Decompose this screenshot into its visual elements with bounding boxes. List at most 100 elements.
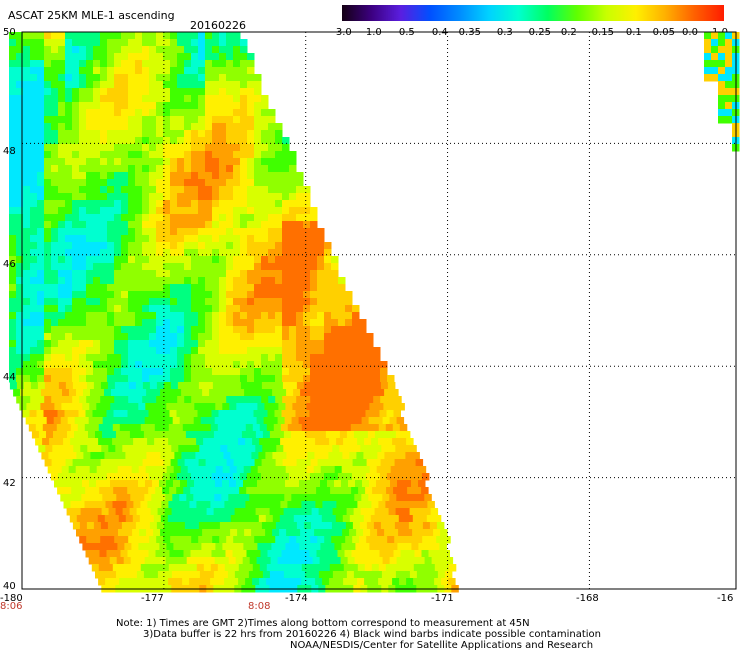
swath-cell <box>135 32 143 40</box>
swath-cell <box>305 494 313 502</box>
swath-cell <box>114 305 122 313</box>
swath-cell <box>219 39 227 47</box>
swath-cell <box>366 333 374 341</box>
swath-cell <box>233 116 241 124</box>
swath-cell <box>247 193 255 201</box>
swath-cell <box>371 424 380 432</box>
swath-cell <box>23 249 31 257</box>
swath-cell <box>366 368 374 376</box>
swath-cell <box>282 382 291 390</box>
swath-cell <box>79 319 87 327</box>
swath-cell <box>704 39 712 47</box>
swath-cell <box>261 144 269 152</box>
swath-cell <box>86 291 94 299</box>
swath-cell <box>79 536 87 544</box>
swath-cell <box>338 354 346 362</box>
swath-cell <box>100 165 108 173</box>
swath-cell <box>212 109 220 117</box>
swath-cell <box>187 480 195 488</box>
swath-cell <box>120 473 129 481</box>
swath-cell <box>128 522 137 530</box>
swath-cell <box>79 235 87 243</box>
swath-cell <box>240 116 248 124</box>
swath-cell <box>357 578 365 586</box>
swath-cell <box>191 459 200 467</box>
swath-cell <box>344 487 352 495</box>
swath-cell <box>9 193 17 201</box>
swath-cell <box>296 291 304 299</box>
swath-cell <box>331 522 340 530</box>
swath-cell <box>292 480 300 488</box>
swath-cell <box>149 382 158 390</box>
swath-cell <box>303 249 311 257</box>
swath-cell <box>325 445 333 453</box>
swath-cell <box>233 347 241 355</box>
swath-cell <box>343 424 352 432</box>
swath-cell <box>22 410 30 418</box>
swath-cell <box>149 144 157 152</box>
swath-cell <box>128 382 137 390</box>
swath-cell <box>72 207 80 215</box>
swath-cell <box>344 550 352 558</box>
swath-cell <box>281 473 290 481</box>
swath-cell <box>191 158 199 166</box>
swath-cell <box>139 452 147 460</box>
swath-cell <box>156 354 164 362</box>
swath-cell <box>286 515 295 523</box>
swath-cell <box>72 256 80 264</box>
swath-cell <box>359 375 367 383</box>
swath-cell <box>336 501 344 509</box>
swath-cell <box>100 368 108 376</box>
swath-cell <box>111 389 119 397</box>
swath-cell <box>44 53 52 61</box>
swath-cell <box>392 578 400 586</box>
swath-cell <box>404 543 412 551</box>
swath-cell <box>198 459 207 467</box>
swath-cell <box>151 557 160 565</box>
swath-cell <box>163 354 171 362</box>
swath-cell <box>177 53 185 61</box>
swath-cell <box>23 277 31 285</box>
swath-cell <box>72 88 80 96</box>
swath-cell <box>408 522 417 530</box>
swath-cell <box>114 109 122 117</box>
swath-cell <box>231 564 240 572</box>
swath-cell <box>289 242 297 250</box>
swath-cell <box>317 340 325 348</box>
swath-cell <box>121 130 129 138</box>
swath-cell <box>362 403 370 411</box>
swath-cell <box>247 214 255 222</box>
swath-cell <box>725 67 733 75</box>
swath-cell <box>310 536 318 544</box>
swath-cell <box>65 179 73 187</box>
swath-cell <box>268 347 276 355</box>
lat-label-50: 50 <box>3 27 16 38</box>
swath-cell <box>341 466 350 474</box>
swath-cell <box>177 347 185 355</box>
swath-cell <box>271 403 279 411</box>
swath-cell <box>326 417 335 425</box>
swath-cell <box>114 382 123 390</box>
swath-cell <box>23 291 31 299</box>
swath-cell <box>100 291 108 299</box>
swath-cell <box>405 515 414 523</box>
swath-cell <box>128 368 136 376</box>
swath-cell <box>218 473 227 481</box>
swath-cell <box>212 291 220 299</box>
swath-cell <box>89 403 97 411</box>
swath-cell <box>52 445 60 453</box>
swath-cell <box>266 578 274 586</box>
swath-cell <box>191 95 199 103</box>
swath-cell <box>322 438 330 446</box>
swath-cell <box>30 200 38 208</box>
swath-cell <box>314 529 322 537</box>
swath-cell <box>163 116 171 124</box>
swath-cell <box>142 95 150 103</box>
swath-cell <box>198 179 206 187</box>
swath-cell <box>254 256 262 264</box>
swath-cell <box>289 312 297 320</box>
swath-cell <box>232 487 240 495</box>
swath-cell <box>184 81 192 89</box>
swath-cell <box>254 291 262 299</box>
swath-cell <box>403 494 411 502</box>
